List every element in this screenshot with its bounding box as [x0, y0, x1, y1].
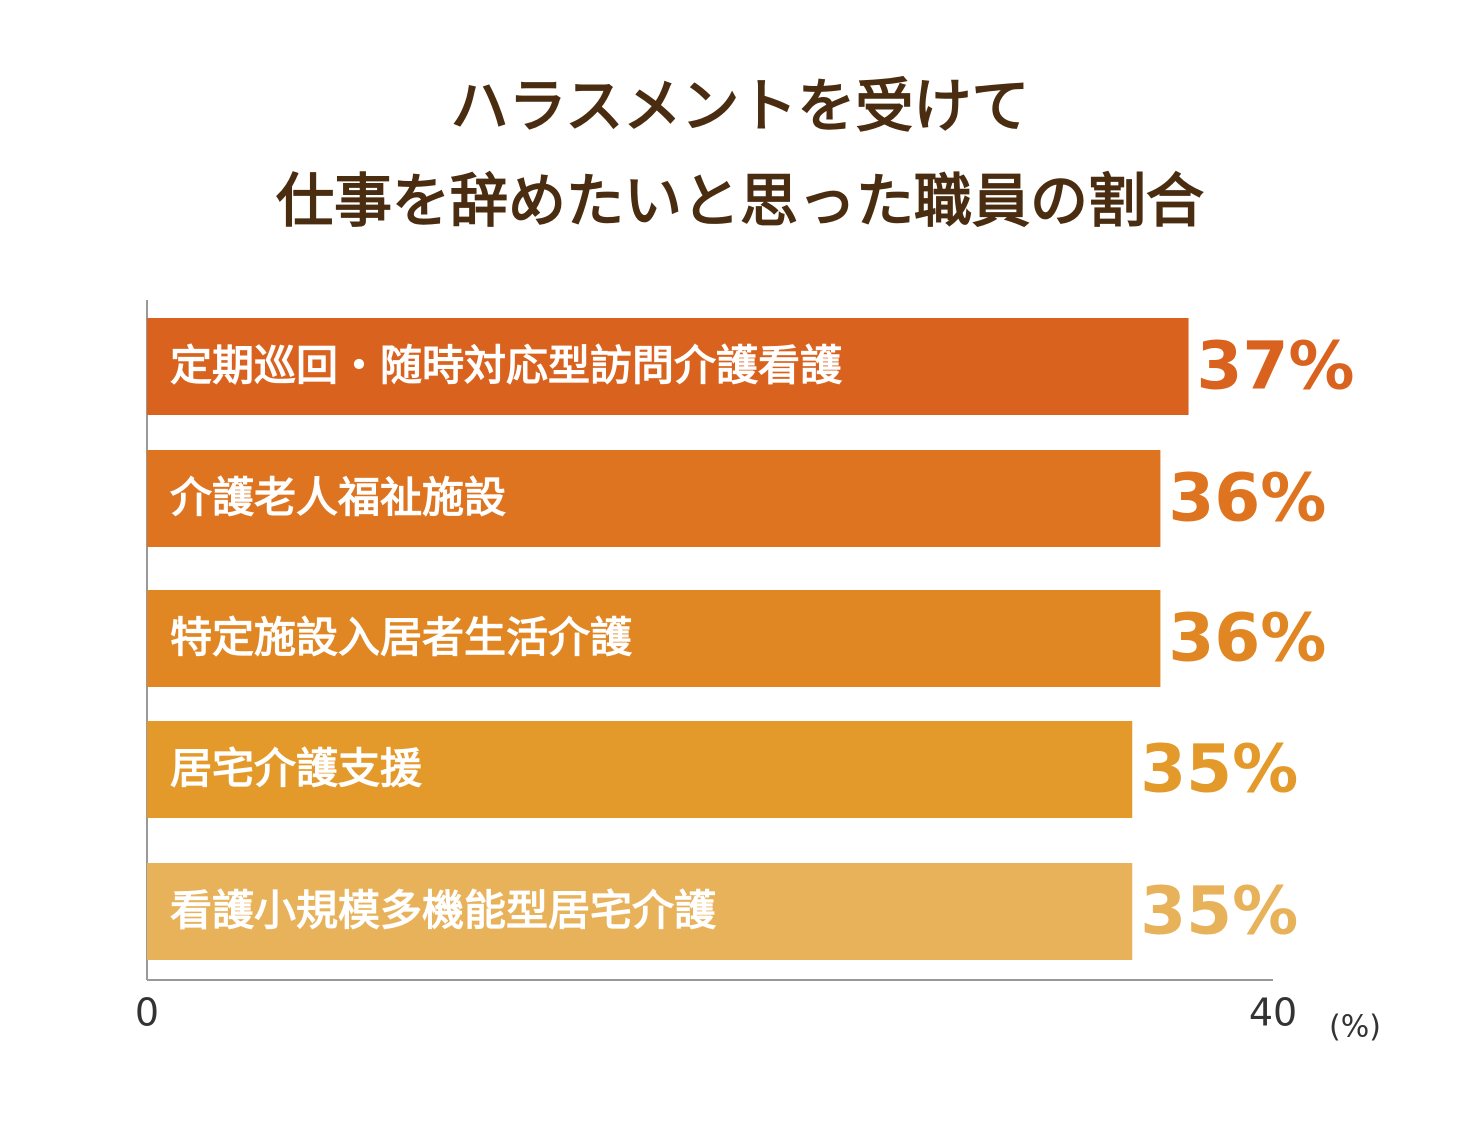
- bar: [147, 721, 1133, 818]
- chart-title: 仕事を辞めたいと思った職員の割合: [276, 167, 1204, 235]
- category-label: 定期巡回・随時対応型訪問介護看護: [170, 341, 843, 390]
- value-label: 35%: [1140, 731, 1298, 808]
- category-label: 看護小規模多機能型居宅介護: [170, 886, 717, 935]
- x-tick-label: 40: [1249, 991, 1297, 1035]
- category-label: 特定施設入居者生活介護: [170, 613, 633, 662]
- value-label: 35%: [1140, 873, 1298, 950]
- bar: [147, 450, 1161, 547]
- category-label: 居宅介護支援: [170, 744, 423, 793]
- value-label: 36%: [1168, 460, 1326, 537]
- bar: [147, 318, 1189, 415]
- bar: [147, 863, 1133, 960]
- chart-title: ハラスメントを受けて: [451, 72, 1030, 140]
- value-label: 36%: [1168, 600, 1326, 677]
- x-unit: (%): [1329, 1010, 1381, 1045]
- bar: [147, 590, 1161, 687]
- value-label: 37%: [1197, 328, 1355, 405]
- x-tick-label: 0: [135, 991, 159, 1035]
- category-label: 介護老人福祉施設: [170, 473, 506, 522]
